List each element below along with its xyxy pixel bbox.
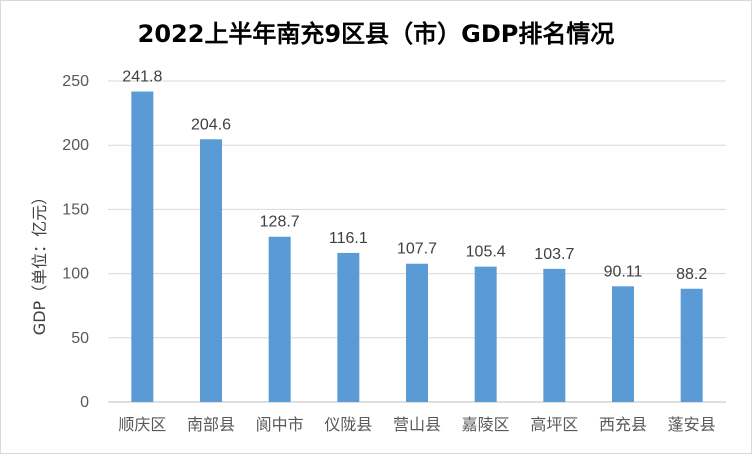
y-tick-labels: 0 50 100 150 200 250 xyxy=(62,73,89,411)
data-label: 116.1 xyxy=(329,230,368,247)
bar xyxy=(680,288,703,402)
data-label: 204.6 xyxy=(191,116,231,133)
x-category-label: 营山县 xyxy=(393,415,441,434)
x-category-label: 高坪区 xyxy=(530,415,578,434)
bar xyxy=(612,286,634,402)
data-label: 90.11 xyxy=(604,263,643,280)
x-category-label: 蓬安县 xyxy=(668,415,716,434)
bar xyxy=(474,266,497,402)
y-tick-label: 50 xyxy=(71,330,89,347)
data-label: 107.7 xyxy=(397,241,437,258)
bars xyxy=(131,91,703,403)
x-category-label: 仪陇县 xyxy=(324,415,372,434)
y-tick-label: 100 xyxy=(62,266,89,283)
bar xyxy=(131,91,154,402)
y-tick-label: 200 xyxy=(62,137,89,154)
x-category-label: 阆中市 xyxy=(256,415,304,434)
bar xyxy=(337,252,360,402)
y-tick-label: 0 xyxy=(80,394,89,411)
x-category-label: 西充县 xyxy=(599,415,647,434)
x-category-label: 顺庆区 xyxy=(118,415,166,434)
data-label: 105.4 xyxy=(466,244,506,261)
y-tick-label: 150 xyxy=(62,201,89,218)
x-category-label: 嘉陵区 xyxy=(462,415,510,434)
data-labels: 241.8 204.6 128.7 116.1 107.7 105.4 103.7 90.11… xyxy=(122,69,707,283)
bar xyxy=(543,268,566,402)
chart-title: 2022上半年南充9区县（市）GDP排名情况 xyxy=(137,20,615,48)
x-category-label: 南部县 xyxy=(187,415,235,434)
bar xyxy=(268,236,291,402)
bar xyxy=(200,139,222,403)
bar xyxy=(406,263,428,402)
data-label: 103.7 xyxy=(534,246,574,263)
data-label: 88.2 xyxy=(676,266,707,283)
y-tick-label: 250 xyxy=(62,73,89,90)
x-category-labels: 顺庆区 南部县 阆中市 仪陇县 营山县 嘉陵区 高坪区 西充县 蓬安县 xyxy=(118,415,715,434)
data-label: 241.8 xyxy=(122,69,162,86)
data-label: 128.7 xyxy=(260,214,300,231)
